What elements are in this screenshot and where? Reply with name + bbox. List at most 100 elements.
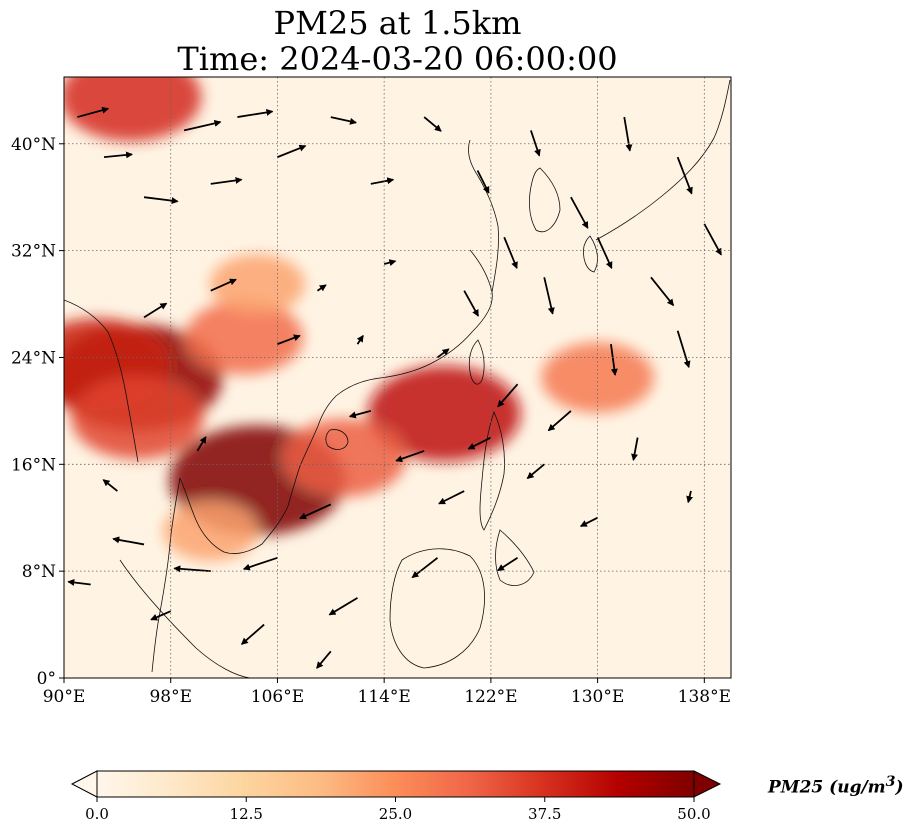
wind-arrow bbox=[610, 343, 618, 376]
wind-arrow bbox=[77, 106, 110, 118]
x-tick-label: 138°E bbox=[678, 687, 731, 707]
wind-arrow bbox=[277, 334, 301, 345]
sumatra-outline bbox=[119, 559, 251, 678]
wind-arrow bbox=[547, 410, 572, 432]
wind-arrow bbox=[240, 623, 265, 645]
wind-arrow bbox=[686, 490, 694, 504]
x-tick-label: 98°E bbox=[149, 687, 192, 707]
wind-arrow bbox=[277, 144, 307, 158]
axis-ticks: 90°E 98°E 106°E 114°E 122°E 130°E 138°E 0° 8°N 16… bbox=[11, 135, 731, 707]
wind-arrow bbox=[348, 410, 372, 419]
malay-peninsula bbox=[151, 477, 181, 673]
x-tick-label: 114°E bbox=[357, 687, 410, 707]
wind-arrow bbox=[143, 302, 168, 319]
wind-arrow bbox=[103, 151, 134, 159]
wind-arrow bbox=[497, 383, 519, 408]
wind-arrow bbox=[476, 170, 490, 194]
wind-arrow bbox=[503, 236, 518, 269]
plume-vietnam-coast bbox=[282, 418, 407, 497]
colorbar-label-exponent: 3 bbox=[885, 774, 896, 790]
wind-arrow bbox=[650, 276, 675, 307]
x-tick-label: 90°E bbox=[43, 687, 86, 707]
plume-myanmar-south bbox=[70, 376, 204, 460]
wind-arrow bbox=[183, 119, 222, 132]
japan-outline bbox=[595, 79, 731, 241]
wind-arrow bbox=[631, 437, 639, 461]
y-tick-label: 24°N bbox=[11, 348, 56, 368]
borneo-outline bbox=[389, 548, 485, 669]
korea-outline bbox=[528, 167, 561, 233]
plume-south-china-band bbox=[184, 300, 304, 375]
map-timestamp: Time: 2024-03-20 06:00:00 bbox=[177, 40, 618, 78]
wind-arrow bbox=[173, 565, 211, 573]
y-tick-label: 0° bbox=[37, 669, 56, 689]
wind-arrow bbox=[467, 436, 492, 450]
wind-arrow bbox=[237, 108, 274, 118]
bay-of-bengal-coast bbox=[64, 299, 139, 463]
map-title: PM25 at 1.5km bbox=[273, 4, 522, 42]
wind-arrow bbox=[676, 156, 693, 195]
wind-arrow bbox=[383, 259, 397, 267]
wind-arrow bbox=[328, 597, 358, 616]
gridlines bbox=[64, 77, 731, 678]
wind-arrow bbox=[143, 196, 179, 205]
plume-north-band bbox=[64, 77, 202, 142]
colorbar-tick-label: 37.5 bbox=[528, 805, 561, 823]
y-tick-label: 8°N bbox=[22, 562, 56, 582]
colorbar-label: PM25 (ug/m3) bbox=[768, 774, 904, 798]
colorbar-gradient bbox=[96, 770, 695, 798]
philippines-south bbox=[495, 529, 535, 586]
wind-arrow bbox=[596, 236, 613, 269]
wind-arrow bbox=[676, 330, 691, 369]
wind-arrow bbox=[579, 516, 599, 527]
colorbar-tick-label: 25.0 bbox=[379, 805, 412, 823]
colorbar-extend-low bbox=[70, 770, 98, 798]
kyushu-outline bbox=[583, 235, 598, 273]
colorbar: 0.0 12.5 25.0 37.5 50.0 bbox=[70, 770, 722, 823]
x-tick-label: 130°E bbox=[571, 687, 624, 707]
map-frame bbox=[63, 76, 732, 679]
colorbar-tick-label: 12.5 bbox=[230, 805, 263, 823]
colorbar-extend-high bbox=[693, 770, 722, 798]
wind-vector-field bbox=[67, 106, 722, 669]
plume-luzon-strait bbox=[367, 365, 521, 462]
colorbar-tick-label: 50.0 bbox=[677, 805, 710, 823]
wind-arrow bbox=[438, 490, 465, 505]
luzon-outline bbox=[479, 410, 505, 531]
plume-thailand-gulf bbox=[163, 501, 259, 561]
wind-arrow bbox=[526, 463, 545, 480]
map-panel: 90°E 98°E 106°E 114°E 122°E 130°E 138°E 0° 8°N 16… bbox=[11, 76, 732, 707]
hainan-outline bbox=[325, 429, 349, 450]
y-tick-label: 40°N bbox=[11, 135, 56, 155]
wind-arrow bbox=[370, 177, 395, 185]
wind-arrow bbox=[242, 556, 278, 571]
wind-arrow bbox=[703, 223, 722, 256]
wind-arrow bbox=[543, 277, 555, 315]
wind-arrow bbox=[330, 116, 357, 125]
wind-arrow bbox=[395, 450, 425, 463]
wind-arrow bbox=[102, 479, 118, 492]
wind-arrow bbox=[463, 290, 479, 317]
colorbar-label-text: PM25 (ug/m bbox=[768, 777, 886, 798]
colorbar-label-close: ) bbox=[895, 777, 904, 798]
wind-arrow bbox=[411, 557, 439, 579]
indochina-coast bbox=[179, 425, 319, 554]
wind-arrow bbox=[196, 436, 207, 452]
y-tick-label: 16°N bbox=[11, 455, 56, 475]
wind-arrow bbox=[150, 610, 172, 621]
colorbar-tick-label: 0.0 bbox=[85, 805, 109, 823]
x-tick-label: 106°E bbox=[251, 687, 304, 707]
wind-arrow bbox=[356, 334, 364, 345]
wind-arrow bbox=[436, 348, 450, 359]
wind-arrow bbox=[316, 284, 327, 292]
wind-arrow bbox=[570, 196, 589, 229]
wind-arrow bbox=[316, 650, 332, 669]
wind-arrow bbox=[497, 557, 519, 572]
y-tick-label: 32°N bbox=[11, 242, 56, 262]
wind-arrow bbox=[530, 130, 541, 157]
wind-arrow bbox=[423, 116, 442, 132]
plume-sichuan bbox=[209, 254, 306, 314]
wind-arrow bbox=[299, 503, 332, 520]
wind-arrow bbox=[112, 536, 145, 546]
